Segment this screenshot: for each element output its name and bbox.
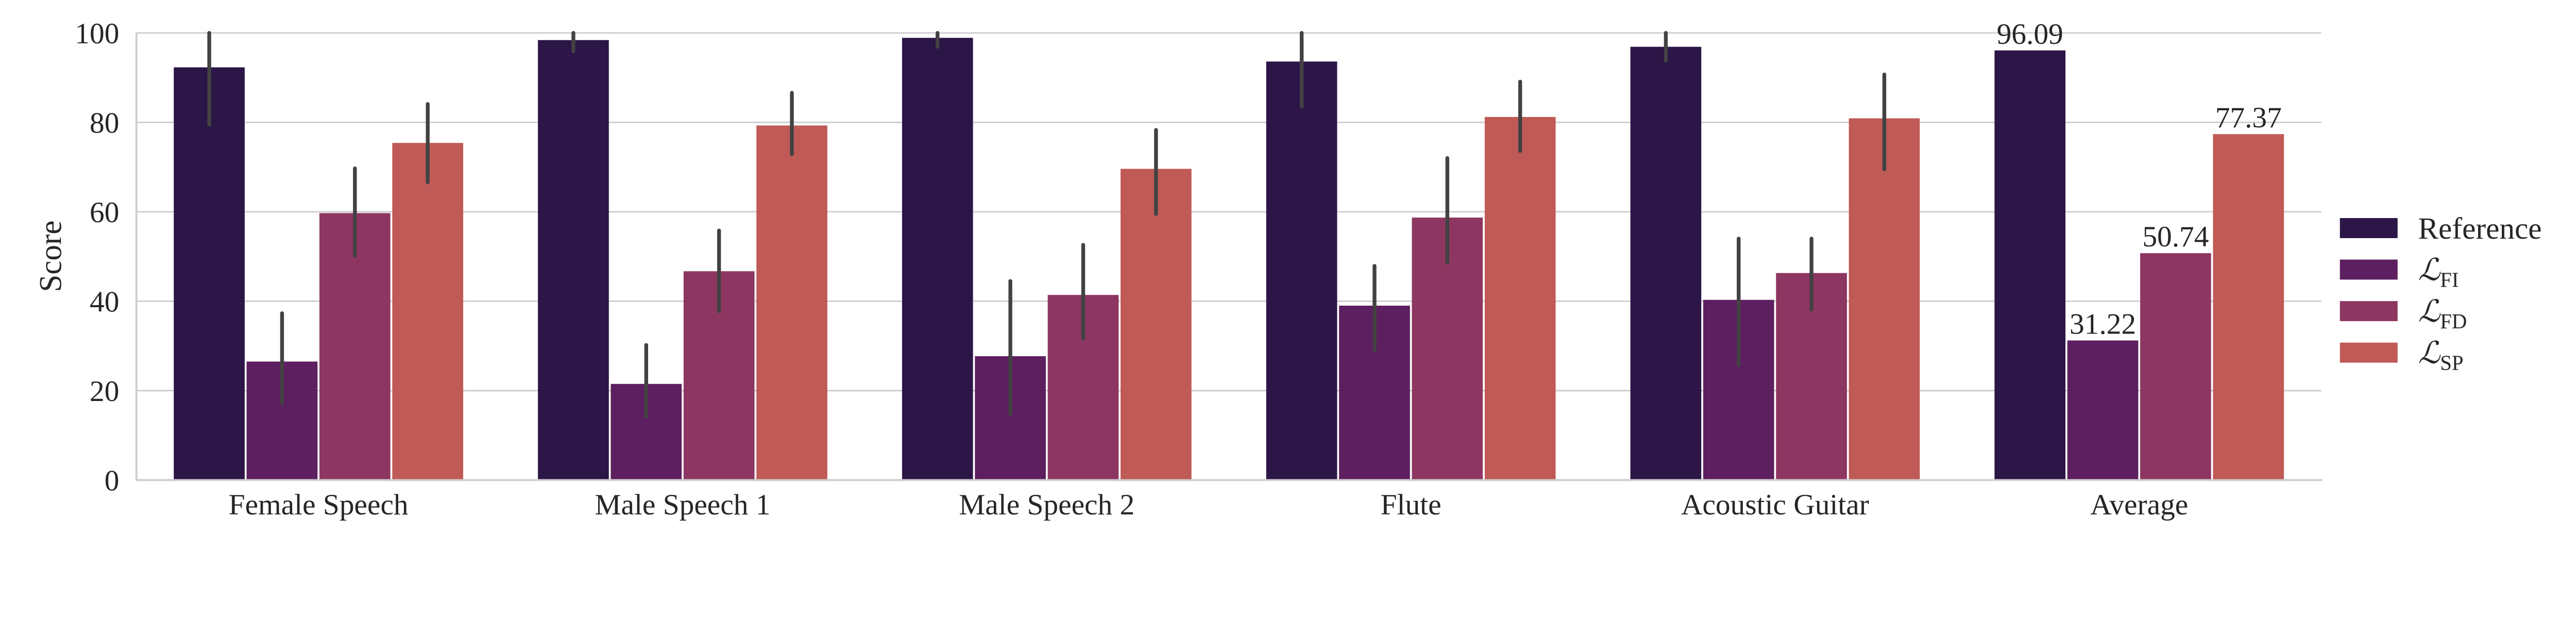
x-tick-label: Male Speech 2 <box>959 489 1134 521</box>
axes: 0 20 40 60 80 100 Female Speech Male Speech 1 Ma… <box>75 18 2323 521</box>
legend-symbol: ℒ <box>2418 336 2441 370</box>
y-tick-label: 0 <box>105 465 120 497</box>
legend-subscript: FI <box>2440 268 2459 291</box>
x-tick-label: Male Speech 1 <box>595 489 771 521</box>
bar <box>1994 50 2066 480</box>
data-label: 50.74 <box>2142 221 2209 253</box>
legend-swatch <box>2340 259 2398 280</box>
data-label: 77.37 <box>2215 102 2282 134</box>
bar <box>1266 61 1337 480</box>
legend-swatch <box>2340 218 2398 238</box>
x-tick-label: Flute <box>1381 489 1442 521</box>
legend-swatch <box>2340 342 2398 363</box>
gridlines <box>136 32 2321 481</box>
bar <box>756 125 827 480</box>
legend-symbol: ℒ <box>2418 253 2441 287</box>
bar-chart: 0 20 40 60 80 100 Female Speech Male Speech 1 Ma… <box>33 18 2542 521</box>
x-tick-label: Acoustic Guitar <box>1681 489 1869 521</box>
data-label: 31.22 <box>2070 308 2136 341</box>
y-axis-label: Score <box>33 221 68 292</box>
legend-label: ℒSP <box>2418 336 2464 374</box>
bar <box>1849 118 1920 480</box>
y-tick-label: 20 <box>90 375 119 408</box>
legend-swatch <box>2340 301 2398 322</box>
bar <box>2140 253 2211 480</box>
bar <box>174 67 245 480</box>
legend-label: ℒFD <box>2418 294 2467 333</box>
bars <box>174 38 2284 480</box>
data-labels: 96.09 31.22 50.74 77.37 <box>1997 18 2282 341</box>
legend-symbol: ℒ <box>2418 294 2441 328</box>
bar <box>392 143 464 480</box>
legend-subscript: SP <box>2440 351 2463 374</box>
x-tick-label: Average <box>2090 489 2188 521</box>
bar <box>1121 169 1192 480</box>
y-tick-label: 80 <box>90 107 119 140</box>
bar <box>902 38 973 480</box>
legend-label: ℒFI <box>2418 253 2459 291</box>
bar <box>538 40 609 480</box>
x-tick-label: Female Speech <box>229 489 409 521</box>
bar <box>319 213 391 480</box>
error-bars <box>207 31 1887 419</box>
bar <box>2067 340 2139 480</box>
legend-label: Reference <box>2418 211 2542 245</box>
y-tick-label: 100 <box>75 18 119 50</box>
bar <box>1484 116 1556 480</box>
y-tick-label: 40 <box>90 286 119 319</box>
legend-subscript: FD <box>2440 310 2467 333</box>
bar <box>2213 134 2284 480</box>
bar <box>1630 46 1702 480</box>
y-tick-label: 60 <box>90 196 119 229</box>
data-label: 96.09 <box>1997 18 2063 51</box>
